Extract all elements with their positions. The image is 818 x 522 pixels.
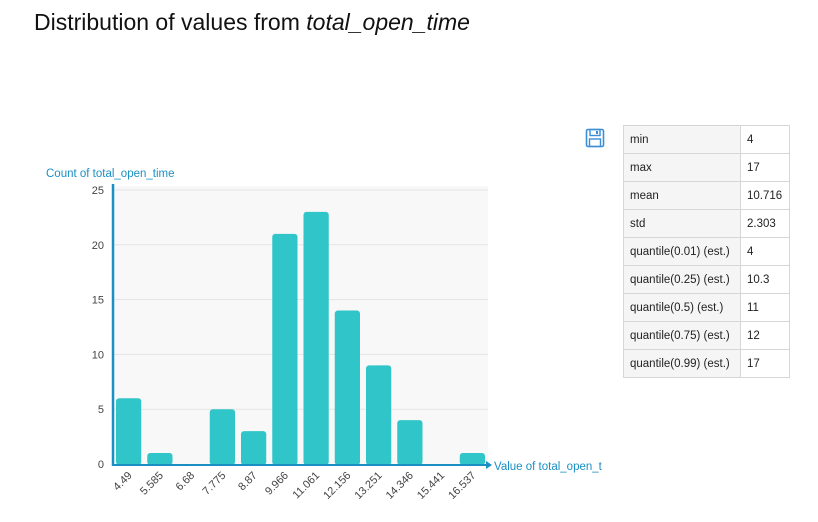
y-tick-label: 15	[92, 295, 104, 307]
x-tick-label: 15.441	[415, 470, 447, 502]
histogram-bar	[303, 211, 329, 465]
stats-row: quantile(0.5) (est.) 11	[623, 293, 790, 322]
stats-row: mean 10.716	[623, 181, 790, 210]
stats-row: quantile(0.75) (est.) 12	[623, 321, 790, 350]
y-tick-labels: 0 5 10 15 20 25	[92, 185, 104, 471]
x-tick-label: 11.061	[291, 470, 323, 502]
histogram-bar	[241, 431, 267, 465]
stat-label: quantile(0.25) (est.)	[623, 265, 741, 294]
stat-label: mean	[623, 181, 741, 210]
x-tick-label: 12.156	[321, 470, 353, 502]
grid-lines	[113, 189, 488, 410]
x-tick-label: 8.87	[236, 470, 260, 494]
x-tick-label: 4.49	[111, 470, 135, 494]
stat-label: quantile(0.99) (est.)	[623, 349, 741, 378]
title-field: total_open_time	[306, 9, 470, 35]
stat-value: 2.303	[740, 209, 790, 238]
stats-row: std 2.303	[623, 209, 790, 238]
floppy-disk-icon[interactable]	[585, 128, 605, 148]
stats-row: quantile(0.25) (est.) 10.3	[623, 265, 790, 294]
stat-label: quantile(0.01) (est.)	[623, 237, 741, 266]
stats-row: quantile(0.01) (est.) 4	[623, 237, 790, 266]
histogram-bar	[366, 365, 392, 465]
x-axis-arrow	[486, 461, 492, 469]
plot-area	[113, 186, 488, 464]
x-tick-label: 5.585	[138, 470, 166, 498]
histogram-bar	[272, 233, 298, 465]
x-tick-label: 7.775	[201, 470, 229, 498]
title-prefix: Distribution of values from	[34, 9, 307, 35]
stat-value: 10.716	[740, 181, 790, 210]
x-tick-label: 16.537	[446, 470, 478, 502]
stats-row: quantile(0.99) (est.) 17	[623, 349, 790, 378]
stat-label: quantile(0.5) (est.)	[623, 293, 741, 322]
histogram-bar	[209, 409, 235, 465]
stat-label: quantile(0.75) (est.)	[623, 321, 741, 350]
y-tick-label: 10	[92, 349, 104, 361]
y-tick-label: 0	[98, 459, 104, 471]
histogram-bar	[459, 453, 485, 465]
bars	[116, 211, 485, 465]
stat-label: std	[623, 209, 741, 238]
stat-value: 10.3	[740, 265, 790, 294]
histogram-bar	[334, 310, 360, 465]
y-tick-label: 5	[98, 404, 104, 416]
y-axis-title: Count of total_open_time	[46, 168, 175, 180]
x-tick-label: 9.966	[263, 470, 291, 498]
stat-value: 4	[740, 125, 790, 154]
stats-row: max 17	[623, 153, 790, 182]
stat-value: 17	[740, 349, 790, 378]
stat-value: 4	[740, 237, 790, 266]
stat-value: 12	[740, 321, 790, 350]
y-tick-label: 25	[92, 185, 104, 197]
page-title: Distribution of values from total_open_t…	[34, 9, 470, 36]
x-axis-title: Value of total_open_t	[494, 461, 603, 473]
histogram-bar	[147, 453, 173, 465]
stat-label: min	[623, 125, 741, 154]
y-tick-label: 20	[92, 240, 104, 252]
stat-value: 17	[740, 153, 790, 182]
x-tick-labels: 4.49 5.585 6.68 7.775 8.87 9.966 11.06112.1561…	[111, 470, 478, 502]
stats-row: min 4	[623, 125, 790, 154]
x-tick-label: 6.68	[174, 470, 198, 494]
x-tick-label: 13.251	[352, 470, 384, 502]
histogram-bar	[116, 398, 142, 465]
stat-label: max	[623, 153, 741, 182]
histogram-bar	[397, 420, 423, 465]
x-tick-label: 14.346	[384, 470, 416, 502]
stat-value: 11	[740, 293, 790, 322]
statistics-table: min 4 max 17 mean 10.716 std 2.303 quantile(0.01…	[623, 125, 790, 378]
